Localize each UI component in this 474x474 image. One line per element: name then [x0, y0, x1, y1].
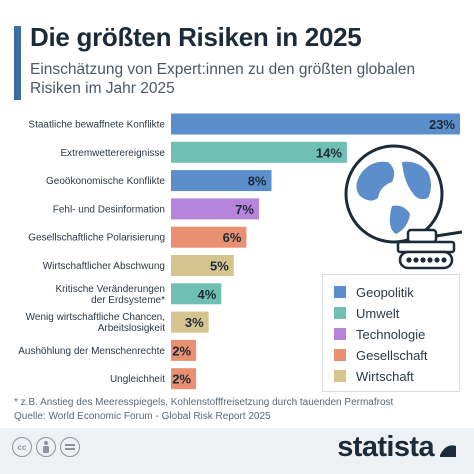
tank-wheel — [441, 257, 447, 263]
tank-hull — [396, 240, 456, 254]
legend-item-technologie: Technologie — [334, 325, 425, 343]
by-icon[interactable] — [36, 437, 56, 457]
category-label-line: Fehl- und Desinformation — [53, 204, 165, 215]
tank-wheel — [427, 257, 433, 263]
legend-swatch — [334, 349, 346, 361]
bar-value-label: 4% — [198, 287, 217, 302]
bar-value-label: 2% — [172, 372, 191, 387]
category-label: Extremwetterereignisse — [61, 148, 166, 159]
bar — [171, 339, 197, 361]
legend-item-wirtschaft: Wirtschaft — [334, 367, 414, 385]
legend-label: Gesellschaft — [356, 347, 428, 363]
tank-wheel — [434, 257, 440, 263]
bar — [171, 368, 197, 390]
bar — [171, 226, 247, 248]
tank-icon — [396, 228, 463, 270]
category-label: Fehl- und Desinformation — [53, 204, 165, 215]
legend-item-geopolitik: Geopolitik — [334, 283, 414, 301]
category-label: Kritische Veränderungen der Erdsysteme* — [55, 284, 165, 306]
tank-wheel — [406, 257, 412, 263]
bar-value-label: 8% — [248, 174, 267, 189]
statista-logo-mark — [440, 445, 456, 457]
category-label-line: Staatliche bewaffnete Konflikte — [28, 120, 165, 131]
bar — [171, 311, 209, 333]
legend-item-gesellschaft: Gesellschaft — [334, 346, 428, 364]
footnote: * z.B. Anstieg des Meeresspiegels, Kohle… — [14, 397, 394, 408]
bar — [171, 255, 234, 276]
bar-value-label: 5% — [210, 259, 229, 274]
globe-continent — [389, 205, 410, 234]
category-label-line: Wenig wirtschaftliche Chancen, — [26, 312, 165, 323]
category-label-line: Kritische Veränderungen — [55, 284, 165, 295]
legend-label: Umwelt — [356, 305, 400, 321]
category-label-line: Geoökonomische Konflikte — [46, 176, 165, 187]
chart-title: Die größten Risiken in 2025 — [30, 22, 362, 52]
category-label: Aushöhlung der Menschenrechte — [18, 346, 165, 357]
category-label: Ungleichheit — [110, 374, 165, 385]
legend-label: Technologie — [356, 326, 426, 342]
person-icon — [43, 441, 49, 453]
category-label-line: Extremwetterereignisse — [61, 148, 166, 159]
category-label-line: der Erdsysteme* — [91, 295, 165, 306]
category-label-line: Wirtschaftlicher Abschwung — [43, 261, 165, 272]
category-label-line: Ungleichheit — [110, 374, 165, 385]
category-label: Wirtschaftlicher Abschwung — [43, 261, 165, 272]
category-label: Geoökonomische Konflikte — [46, 176, 165, 187]
bar-value-label: 23% — [429, 117, 455, 132]
equals-glyph — [65, 444, 75, 450]
category-label: Staatliche bewaffnete Konflikte — [28, 120, 165, 131]
tank-wheel — [420, 257, 426, 263]
category-label-line: Arbeitslosigkeit — [98, 323, 165, 334]
bar-value-label: 7% — [235, 202, 254, 217]
bar-value-label: 6% — [223, 230, 242, 245]
legend-swatch — [334, 328, 346, 340]
footer: cc statista — [0, 428, 474, 474]
bar — [171, 141, 347, 163]
legend-swatch — [334, 307, 346, 319]
tank-track — [398, 250, 454, 270]
tank-barrel — [435, 230, 463, 238]
category-label: Gesellschaftliche Polarisierung — [28, 233, 165, 244]
statista-logo[interactable]: statista — [337, 431, 434, 463]
legend-item-umwelt: Umwelt — [334, 304, 399, 322]
tank-wheel — [413, 257, 419, 263]
bar-value-label: 2% — [172, 343, 191, 358]
title-accent-bar — [14, 26, 21, 100]
bar-value-label: 3% — [185, 315, 204, 330]
category-label-line: Gesellschaftliche Polarisierung — [28, 233, 165, 244]
tank-turret — [406, 228, 438, 244]
legend: Geopolitik Umwelt Technologie Gesellscha… — [322, 274, 460, 392]
globe-continent — [402, 161, 431, 200]
bar-chart: 23% Staatliche bewaffnete Konflikte 14% Ext… — [18, 113, 463, 390]
bar — [171, 198, 259, 220]
bar-value-label: 14% — [316, 145, 342, 160]
legend-label: Wirtschaft — [356, 368, 414, 384]
source-note: Quelle: World Economic Forum - Global Ri… — [14, 411, 271, 422]
legend-swatch — [334, 370, 346, 382]
category-label-line: Aushöhlung der Menschenrechte — [18, 346, 165, 357]
bar — [171, 283, 222, 305]
legend-label: Geopolitik — [356, 284, 414, 300]
bar — [171, 170, 272, 192]
bar — [171, 113, 460, 135]
equals-icon[interactable] — [60, 437, 80, 457]
globe-continent — [356, 161, 395, 201]
chart-subtitle: Einschätzung von Expert:innen zu den grö… — [30, 61, 416, 97]
globe-icon — [344, 144, 444, 244]
category-label: Wenig wirtschaftliche Chancen, Arbeitslos… — [26, 312, 166, 334]
cc-icon[interactable]: cc — [12, 437, 32, 457]
legend-swatch — [334, 286, 346, 298]
